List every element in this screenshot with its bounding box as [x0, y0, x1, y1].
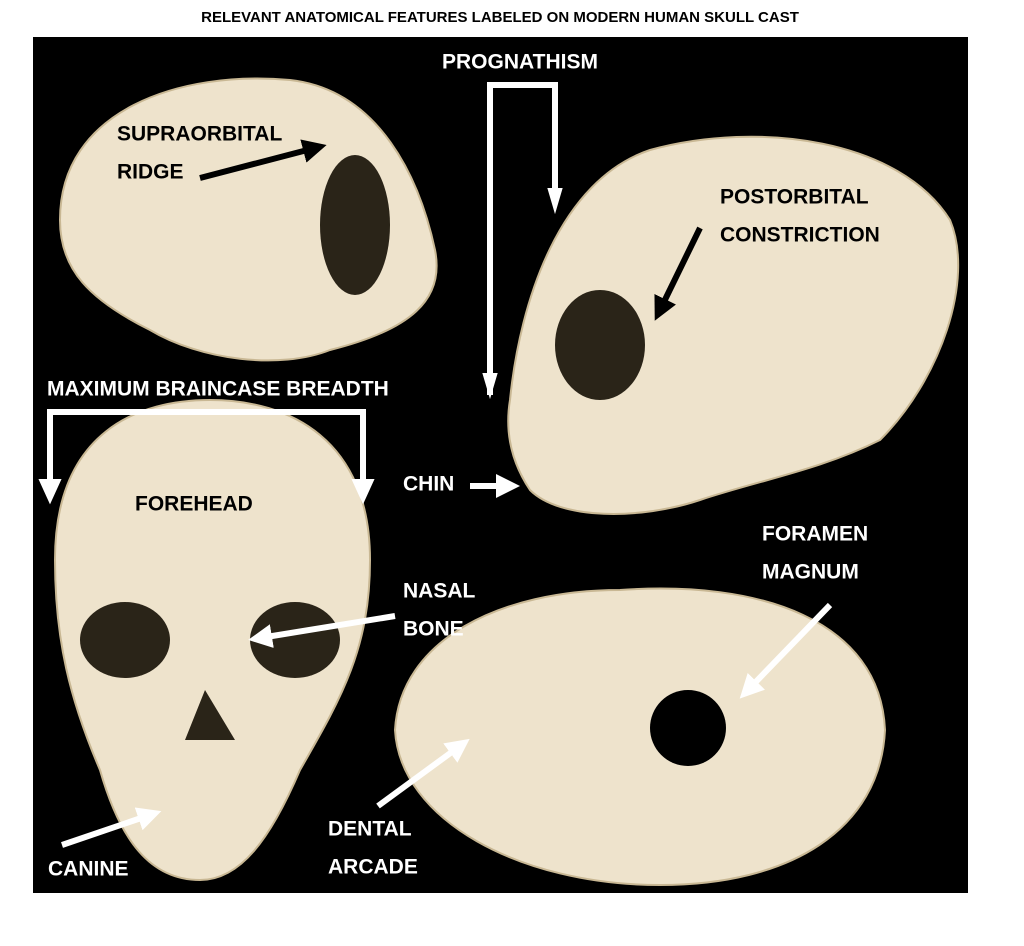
skull-frontal [53, 398, 372, 882]
arrow [199, 139, 327, 181]
feature-label: FOREHEAD [135, 493, 253, 516]
figure-title: RELEVANT ANATOMICAL FEATURES LABELED ON … [201, 9, 799, 26]
pointers [38, 82, 833, 848]
feature-label: CANINE [48, 858, 129, 881]
arrow-heads [38, 479, 375, 505]
labels: PROGNATHISM SUPRAORBITAL RIDGE POSTORBITAL C… [47, 51, 880, 881]
arrow [248, 613, 396, 648]
arrow [61, 807, 162, 848]
feature-label: NASAL [403, 580, 476, 603]
feature-label: MAXIMUM BRAINCASE BREADTH [47, 378, 389, 401]
orbit [80, 602, 170, 678]
feature-label: CONSTRICTION [720, 224, 880, 247]
feature-label: RIDGE [117, 161, 184, 184]
foramen-hole [650, 690, 726, 766]
skull-oblique [507, 135, 960, 515]
feature-label: PROGNATHISM [442, 51, 598, 74]
feature-label: CHIN [403, 473, 454, 496]
skull-inferior [393, 587, 887, 887]
feature-label: MAGNUM [762, 561, 859, 584]
arrow [739, 602, 833, 699]
feature-label: POSTORBITAL [720, 186, 869, 209]
arrow [654, 226, 703, 321]
feature-label: FORAMEN [762, 523, 868, 546]
feature-label: ARCADE [328, 856, 418, 879]
nasal-aperture [185, 690, 235, 740]
bracket [47, 409, 366, 492]
feature-label: SUPRAORBITAL [117, 123, 282, 146]
arrow-heads [482, 188, 563, 400]
orbit [320, 155, 390, 295]
skulls [53, 77, 960, 887]
arrow [376, 738, 470, 809]
orbit [555, 290, 645, 400]
orbit [250, 602, 340, 678]
feature-label: DENTAL [328, 818, 412, 841]
bracket [487, 82, 558, 395]
feature-label: BONE [403, 618, 464, 641]
